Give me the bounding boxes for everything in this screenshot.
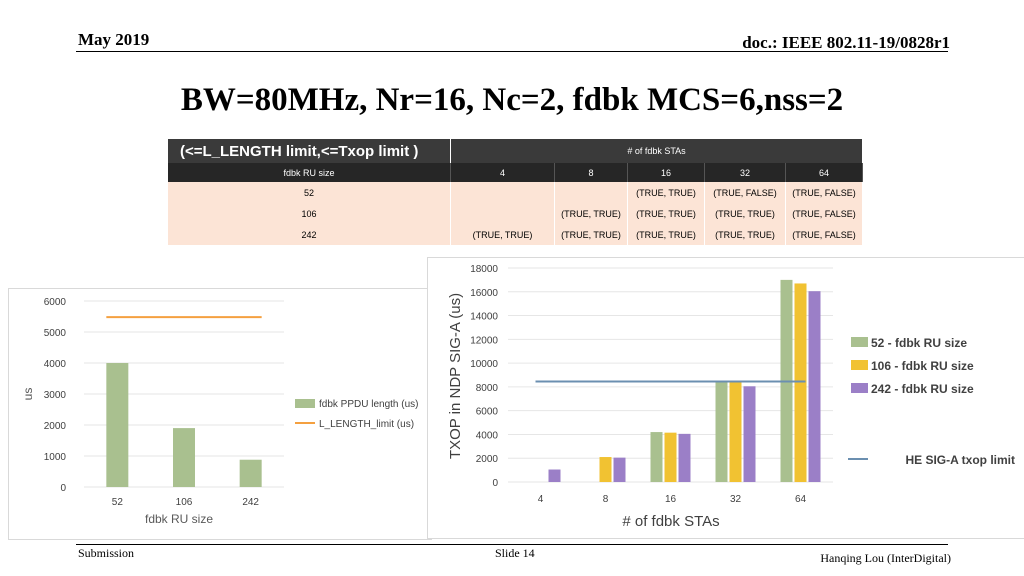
- table-cell: (TRUE, TRUE): [627, 224, 705, 245]
- footer-submission: Submission: [78, 546, 135, 560]
- table-header-row: (<=L_LENGTH limit,<=Txop limit ) # of fd…: [168, 139, 863, 163]
- y-tick-label: 4000: [44, 359, 67, 370]
- legend-label: HE SIG-A txop limit: [905, 453, 1015, 467]
- header-divider: [76, 51, 948, 52]
- ppdu-length-chart: 0 1000 2000 3000 4000 5000 6000 52 106 242 us fdbk …: [21, 297, 419, 526]
- y-tick-label: 3000: [44, 390, 67, 401]
- footer-divider: [76, 544, 948, 545]
- y-tick-label: 5000: [44, 328, 67, 339]
- table-cell: (TRUE, FALSE): [785, 182, 863, 203]
- slide-title: BW=80MHz, Nr=16, Nc=2, fdbk MCS=6,nss=2: [180, 82, 844, 118]
- table-cell: (TRUE, FALSE): [785, 203, 863, 224]
- table-corner-label: (<=L_LENGTH limit,<=Txop limit ): [168, 139, 451, 163]
- y-tick-label: 14000: [470, 312, 498, 323]
- legend-label: 106 - fdbk RU size: [871, 359, 974, 373]
- bar: [548, 469, 561, 482]
- table-cell: (TRUE, TRUE): [704, 203, 786, 224]
- table-cell: (TRUE, TRUE): [554, 203, 628, 224]
- bar: [743, 386, 756, 482]
- y-tick-label: 0: [492, 478, 498, 489]
- results-table: (<=L_LENGTH limit,<=Txop limit ) # of fd…: [168, 139, 863, 245]
- legend-swatch: [851, 360, 868, 370]
- table-cell: (TRUE, TRUE): [450, 224, 555, 245]
- y-tick-label: 6000: [476, 407, 499, 418]
- y-tick-label: 8000: [476, 383, 499, 394]
- header-doc-id: doc.: IEEE 802.11-19/0828r1: [742, 33, 950, 52]
- footer-slide-number: Slide 14: [495, 546, 535, 560]
- bar: [613, 457, 626, 482]
- header-date: May 2019: [78, 30, 150, 49]
- table-col-header: 8: [554, 163, 628, 182]
- x-tick-label: 106: [176, 497, 193, 508]
- table-col-header: 4: [450, 163, 555, 182]
- legend-label: 52 - fdbk RU size: [871, 336, 967, 350]
- bar: [808, 291, 821, 482]
- bar: [729, 381, 742, 482]
- x-axis-label: fdbk RU size: [145, 512, 213, 526]
- bar: [794, 283, 807, 482]
- bar: [599, 457, 612, 482]
- y-tick-label: 0: [60, 483, 66, 494]
- table-col-header: 64: [785, 163, 863, 182]
- table-cell: (TRUE, TRUE): [704, 224, 786, 245]
- table-cell-ru: 52: [168, 182, 451, 203]
- table-cell: [554, 182, 628, 203]
- bar: [106, 363, 129, 487]
- legend-swatch: [295, 399, 315, 408]
- x-axis-label: # of fdbk STAs: [622, 513, 719, 530]
- legend-swatch: [851, 383, 868, 393]
- x-tick-label: 242: [242, 497, 259, 508]
- x-tick-label: 52: [112, 497, 124, 508]
- table-cell: [450, 182, 555, 203]
- table-cell-ru: 242: [168, 224, 451, 245]
- y-tick-label: 12000: [470, 335, 498, 346]
- table-cell: (TRUE, FALSE): [785, 224, 863, 245]
- x-tick-label: 8: [603, 494, 609, 505]
- table-cell: (TRUE, FALSE): [704, 182, 786, 203]
- x-tick-label: 32: [730, 494, 742, 505]
- y-tick-label: 1000: [44, 452, 67, 463]
- bar: [715, 380, 728, 482]
- y-axis-label: TXOP in NDP SIG-A (us): [447, 293, 464, 459]
- x-tick-label: 64: [795, 494, 807, 505]
- table-group-header: # of fdbk STAs: [450, 139, 863, 163]
- txop-chart: 0 2000 4000 6000 8000 10000 12000 14000 16000 180…: [447, 264, 1015, 530]
- y-tick-label: 6000: [44, 297, 67, 308]
- x-tick-label: 4: [538, 494, 544, 505]
- bar: [664, 432, 677, 482]
- table-row-header: fdbk RU size: [168, 163, 451, 182]
- legend-label: 242 - fdbk RU size: [871, 382, 974, 396]
- table-cell: [450, 203, 555, 224]
- y-tick-label: 4000: [476, 430, 499, 441]
- y-tick-label: 2000: [476, 454, 499, 465]
- y-tick-label: 18000: [470, 264, 498, 275]
- x-tick-label: 16: [665, 494, 677, 505]
- bar: [173, 428, 195, 487]
- bar: [239, 459, 262, 487]
- legend-label: L_LENGTH_limit (us): [319, 419, 414, 430]
- table-row: 52 (TRUE, TRUE) (TRUE, FALSE) (TRUE, FAL…: [168, 182, 863, 203]
- bar: [650, 432, 663, 482]
- table-col-header: 16: [627, 163, 705, 182]
- table-row: 242 (TRUE, TRUE) (TRUE, TRUE) (TRUE, TRU…: [168, 224, 863, 245]
- y-axis-label: us: [21, 388, 35, 401]
- txop-chart-panel: 0 2000 4000 6000 8000 10000 12000 14000 16000 180…: [427, 257, 1024, 539]
- table-column-header-row: fdbk RU size 4 8 16 32 64: [168, 163, 863, 182]
- table-row: 106 (TRUE, TRUE) (TRUE, TRUE) (TRUE, TRU…: [168, 203, 863, 224]
- ppdu-length-chart-panel: 0 1000 2000 3000 4000 5000 6000 52 106 242 us fdbk …: [8, 288, 432, 540]
- footer-author: Hanqing Lou (InterDigital): [820, 551, 951, 565]
- table-cell: (TRUE, TRUE): [554, 224, 628, 245]
- y-tick-label: 2000: [44, 421, 67, 432]
- table-cell: (TRUE, TRUE): [627, 182, 705, 203]
- legend-label: fdbk PPDU length (us): [319, 399, 419, 410]
- table-col-header: 32: [704, 163, 786, 182]
- table-cell-ru: 106: [168, 203, 451, 224]
- y-tick-label: 10000: [470, 359, 498, 370]
- y-tick-label: 16000: [470, 288, 498, 299]
- bar: [678, 433, 691, 482]
- legend-swatch: [851, 337, 868, 347]
- table-cell: (TRUE, TRUE): [627, 203, 705, 224]
